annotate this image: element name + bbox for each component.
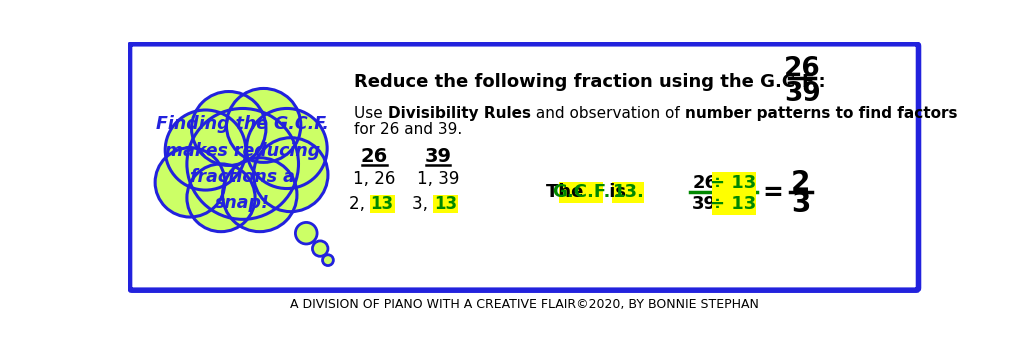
Text: 13: 13 bbox=[434, 195, 458, 213]
Circle shape bbox=[247, 108, 328, 189]
Text: 1, 26: 1, 26 bbox=[353, 170, 395, 188]
Text: for 26 and 39.: for 26 and 39. bbox=[354, 121, 463, 137]
Text: number patterns to find factors: number patterns to find factors bbox=[685, 106, 957, 121]
Text: A DIVISION OF PIANO WITH A CREATIVE FLAIR©2020, BY BONNIE STEPHAN: A DIVISION OF PIANO WITH A CREATIVE FLAI… bbox=[291, 297, 759, 310]
Text: 26: 26 bbox=[360, 147, 388, 166]
Text: ÷ 13: ÷ 13 bbox=[711, 174, 757, 192]
Text: is: is bbox=[603, 183, 633, 201]
Text: 2: 2 bbox=[791, 169, 810, 197]
FancyBboxPatch shape bbox=[712, 193, 756, 215]
FancyBboxPatch shape bbox=[712, 172, 756, 194]
Text: 3: 3 bbox=[791, 190, 810, 218]
Text: Use: Use bbox=[354, 106, 388, 121]
Circle shape bbox=[254, 138, 328, 212]
Circle shape bbox=[155, 148, 225, 217]
FancyBboxPatch shape bbox=[559, 182, 603, 203]
Circle shape bbox=[323, 255, 334, 265]
Text: 39: 39 bbox=[425, 147, 452, 166]
Text: =: = bbox=[762, 181, 783, 205]
Circle shape bbox=[226, 88, 301, 162]
Text: 39: 39 bbox=[692, 195, 717, 213]
Circle shape bbox=[165, 110, 246, 190]
Circle shape bbox=[295, 222, 317, 244]
FancyBboxPatch shape bbox=[611, 182, 644, 203]
Text: and observation of: and observation of bbox=[530, 106, 685, 121]
Text: Finding the G.C.F.
makes reducing
fractions a
snap!: Finding the G.C.F. makes reducing fracti… bbox=[157, 115, 329, 213]
Text: The: The bbox=[547, 183, 590, 201]
Circle shape bbox=[312, 241, 328, 256]
Text: G.C.F.: G.C.F. bbox=[552, 183, 610, 201]
Text: 26: 26 bbox=[692, 174, 717, 192]
Text: 13.: 13. bbox=[612, 183, 644, 201]
Text: ÷ 13: ÷ 13 bbox=[711, 195, 757, 213]
Circle shape bbox=[187, 164, 255, 232]
Text: Divisibility Rules: Divisibility Rules bbox=[388, 106, 530, 121]
Text: 13: 13 bbox=[371, 195, 394, 213]
Text: 39: 39 bbox=[784, 81, 820, 107]
FancyBboxPatch shape bbox=[433, 195, 458, 213]
FancyBboxPatch shape bbox=[370, 195, 394, 213]
Text: 3,: 3, bbox=[412, 195, 433, 213]
FancyBboxPatch shape bbox=[130, 44, 919, 290]
Circle shape bbox=[191, 92, 266, 165]
Text: 2,: 2, bbox=[348, 195, 370, 213]
Text: Reduce the following fraction using the G.C.F.:: Reduce the following fraction using the … bbox=[354, 73, 826, 91]
Circle shape bbox=[187, 108, 299, 219]
Text: 26: 26 bbox=[784, 56, 820, 82]
Circle shape bbox=[222, 158, 297, 232]
Text: 1, 39: 1, 39 bbox=[417, 170, 459, 188]
